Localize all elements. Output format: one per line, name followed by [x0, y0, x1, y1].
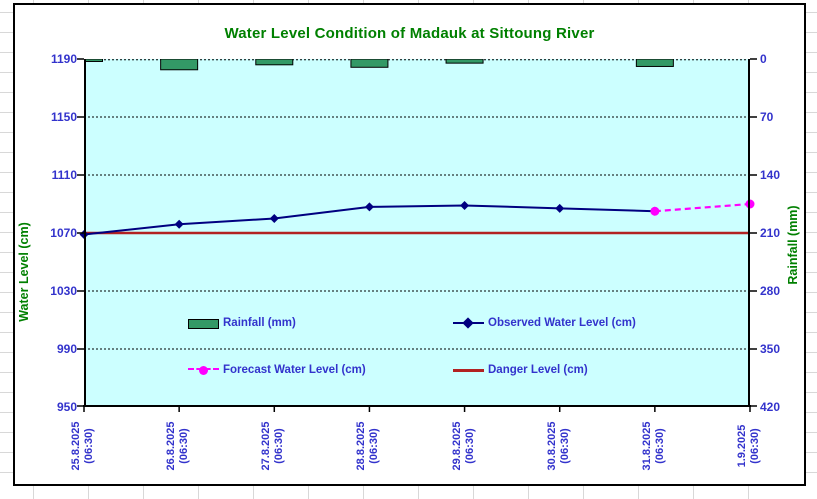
rainfall-bar — [350, 59, 389, 68]
rainfall-bar — [635, 59, 674, 67]
y-tick-label-right: 140 — [760, 168, 781, 182]
observed-marker-icon — [174, 219, 184, 229]
y-tick-label-left: 1190 — [50, 52, 77, 66]
observed-marker-icon — [555, 203, 565, 213]
rainfall-bar — [84, 59, 103, 62]
observed-marker-icon — [269, 214, 279, 223]
rainfall-bars — [84, 59, 674, 71]
legend-label: Rainfall (mm) — [223, 317, 296, 329]
x-axis-label: 25.8.2025 (06:30) — [70, 421, 95, 471]
y-tick-label-left: 1070 — [50, 226, 77, 240]
chart-title: Water Level Condition of Madauk at Sitto… — [224, 25, 595, 42]
y-tick-label-left: 950 — [56, 400, 77, 414]
forecast-water-level-line — [654, 202, 751, 213]
x-axis-label: 29.8.2025 (06:30) — [450, 421, 476, 471]
legend-item-observed: Observed Water Level (cm) — [453, 315, 636, 331]
y-tick-label-right: 70 — [760, 110, 774, 124]
y-tick-label-right: 420 — [760, 400, 781, 414]
rainfall-legend-swatch-icon — [188, 315, 219, 331]
rainfall-bar — [160, 59, 199, 71]
legend-item-forecast: Forecast Water Level (cm) — [188, 362, 366, 378]
y-tick-label-left: 1150 — [50, 110, 77, 124]
legend-label: Danger Level (cm) — [488, 364, 588, 376]
chart-container: Water Level Condition of Madauk at Sitto… — [13, 3, 806, 486]
y-tick-label-right: 350 — [760, 342, 781, 356]
x-axis-label: 27.8.2025 (06:30) — [260, 421, 286, 471]
x-axis-label: 28.8.2025 (06:30) — [355, 421, 381, 471]
observed-marker-icon — [460, 200, 470, 210]
y-tick-label-right: 0 — [760, 52, 767, 66]
y-tick-label-right: 210 — [760, 226, 781, 240]
observed-legend-swatch-icon — [453, 315, 484, 331]
chart-canvas — [77, 58, 757, 412]
x-axis-label: 30.8.2025 (06:30) — [545, 421, 571, 471]
legend-label: Forecast Water Level (cm) — [223, 364, 366, 376]
x-axis-label: 26.8.2025 (06:30) — [165, 421, 191, 471]
y-tick-label-left: 1110 — [51, 168, 77, 182]
y-tick-label-left: 990 — [56, 342, 77, 356]
y-tick-label-left: 1030 — [50, 284, 77, 298]
forecast-legend-swatch-icon — [188, 362, 219, 378]
y-tick-label-right: 280 — [760, 284, 781, 298]
rainfall-bar — [445, 59, 484, 64]
forecast-marker-icon — [650, 206, 660, 216]
rainfall-bar — [255, 59, 294, 66]
legend-label: Observed Water Level (cm) — [488, 317, 636, 329]
observed-marker-icon — [364, 202, 374, 212]
x-axis-label: 1.9.2025 (06:30) — [736, 424, 761, 468]
legend-item-rainfall: Rainfall (mm) — [188, 315, 296, 331]
left-axis-title: Water Level (cm) — [17, 222, 31, 322]
danger-legend-swatch-icon — [453, 362, 484, 378]
plot-area: Rainfall (mm) Observed Water Level (cm) … — [77, 58, 757, 412]
x-axis-label: 31.8.2025 (06:30) — [640, 421, 666, 471]
legend-item-danger: Danger Level (cm) — [453, 362, 588, 378]
